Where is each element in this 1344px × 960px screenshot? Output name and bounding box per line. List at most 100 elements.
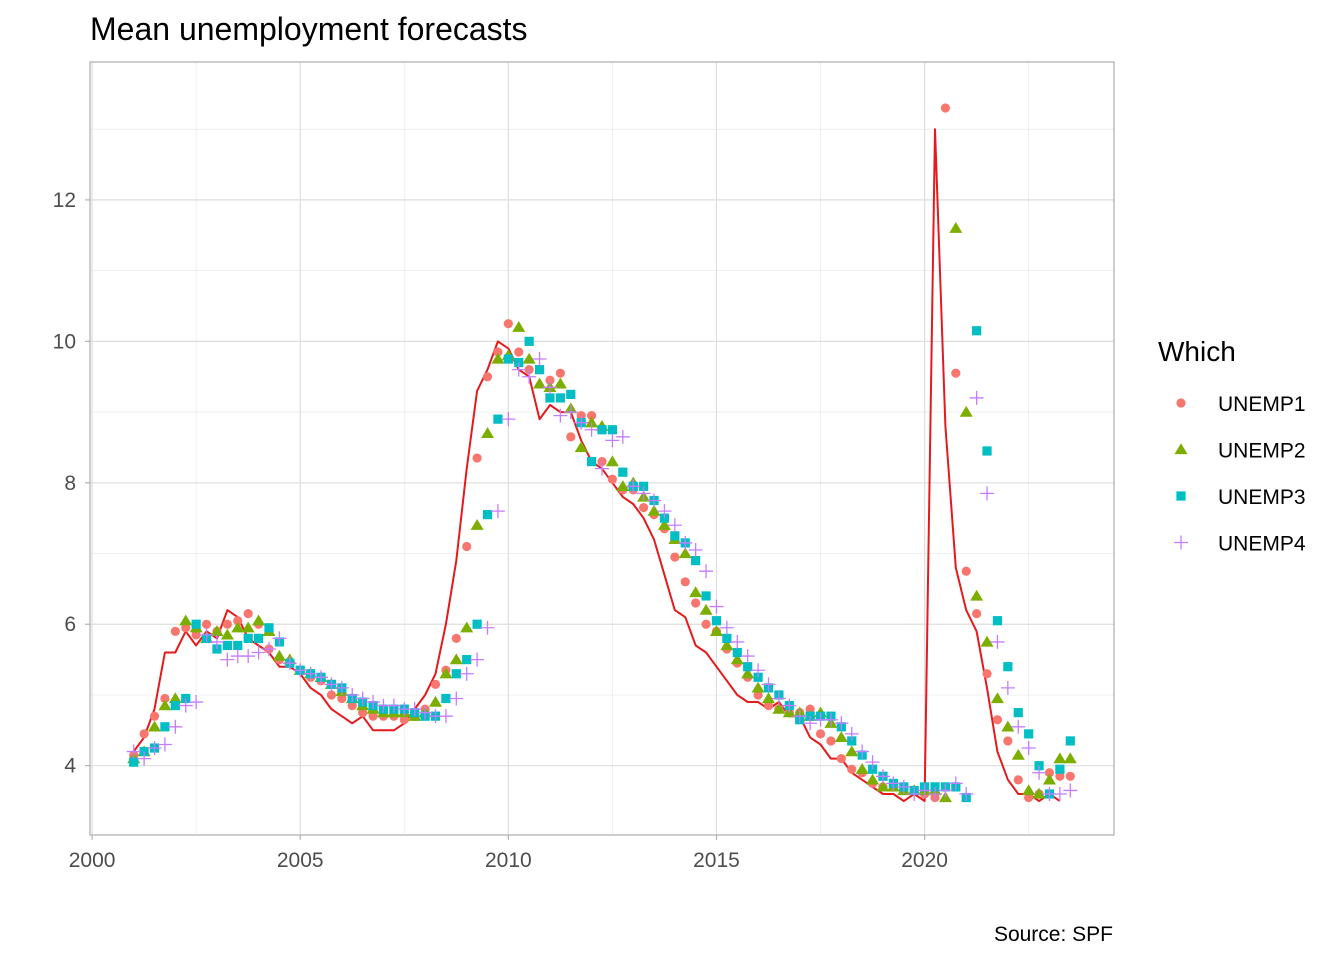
data-point-unemp2 (959, 405, 973, 417)
data-point-unemp3 (264, 623, 274, 633)
data-point-unemp1 (233, 616, 243, 626)
data-point-unemp4 (896, 779, 911, 794)
data-point-unemp4 (137, 751, 152, 766)
data-point-unemp1 (555, 368, 565, 378)
data-point-unemp4 (771, 691, 786, 706)
data-point-unemp4 (418, 705, 433, 720)
data-point-unemp3 (1065, 736, 1075, 746)
data-point-unemp1 (462, 541, 472, 552)
data-point-unemp1 (482, 372, 493, 382)
y-axis: 4 6 8 10 12 (53, 189, 90, 778)
legend-label: UNEMP2 (1218, 440, 1306, 463)
data-point-unemp3 (1003, 662, 1013, 672)
y-tick-label: 10 (53, 330, 76, 353)
data-point-unemp4 (667, 518, 682, 533)
data-point-unemp3 (212, 644, 222, 654)
legend-item-unemp2: UNEMP2 (1174, 440, 1306, 463)
data-point-unemp3 (222, 640, 232, 651)
data-point-unemp2 (761, 692, 776, 704)
data-point-unemp2 (855, 763, 869, 774)
data-point-unemp4 (522, 369, 537, 384)
data-point-unemp2 (866, 773, 880, 785)
data-point-unemp2 (699, 603, 713, 615)
data-point-unemp1 (1065, 771, 1075, 781)
data-point-unemp4 (303, 666, 318, 681)
data-point-unemp4 (657, 504, 672, 519)
data-point-unemp4 (480, 620, 495, 635)
data-point-unemp2 (990, 692, 1004, 704)
data-point-unemp4 (1063, 783, 1078, 798)
chart-caption: Source: SPF (994, 923, 1113, 946)
data-point-unemp1 (399, 715, 409, 725)
data-point-unemp4 (261, 641, 276, 656)
data-point-unemp4 (969, 390, 984, 405)
data-point-unemp3 (992, 616, 1003, 626)
data-point-unemp4 (844, 726, 859, 741)
data-point-unemp2 (574, 441, 588, 453)
data-point-unemp2 (689, 586, 703, 598)
data-point-unemp4 (157, 737, 172, 752)
data-point-unemp2 (730, 653, 744, 665)
data-point-unemp4 (626, 479, 641, 494)
data-point-unemp2 (949, 221, 963, 233)
data-point-unemp4 (501, 412, 516, 427)
data-point-unemp2 (439, 667, 453, 679)
data-point-unemp4 (511, 362, 526, 377)
data-point-unemp1 (1024, 792, 1034, 803)
data-point-unemp1 (472, 453, 482, 463)
data-point-unemp3 (701, 591, 711, 601)
data-point-unemp2 (1063, 752, 1077, 764)
data-point-unemp4 (636, 486, 651, 501)
x-tick-label: 2020 (901, 849, 948, 872)
data-point-unemp1 (566, 432, 576, 442)
data-point-unemp4 (449, 691, 464, 706)
data-point-unemp4 (782, 698, 797, 713)
data-point-unemp4 (834, 716, 849, 731)
data-point-unemp2 (148, 720, 162, 732)
data-point-unemp3 (482, 510, 493, 520)
chart-title: Mean unemployment forecasts (90, 11, 528, 47)
grid-minor (90, 62, 1114, 835)
data-point-unemp2 (605, 455, 619, 467)
data-point-unemp4 (907, 786, 922, 801)
data-point-unemp4 (699, 564, 714, 579)
data-point-unemp2 (158, 699, 172, 711)
data-point-unemp4 (355, 691, 370, 706)
data-point-unemp2 (428, 695, 443, 707)
data-point-unemp1 (326, 690, 337, 700)
data-point-unemp3 (639, 481, 649, 491)
data-point-unemp1 (139, 729, 149, 739)
data-point-unemp4 (282, 656, 297, 671)
data-point-unemp3 (160, 722, 170, 732)
data-point-unemp3 (191, 619, 201, 629)
data-point-unemp3 (972, 326, 982, 336)
data-point-unemp2 (241, 621, 255, 633)
data-point-unemp4 (928, 786, 943, 801)
data-point-unemp2 (168, 692, 182, 704)
data-point-unemp2 (970, 589, 984, 601)
forecast-points-layer (126, 103, 1078, 803)
data-point-unemp4 (470, 652, 485, 667)
data-point-unemp4 (324, 677, 339, 692)
data-point-unemp4 (251, 645, 266, 660)
panel-border (89, 61, 1115, 836)
data-point-unemp2 (449, 653, 463, 665)
data-point-unemp1 (222, 619, 232, 629)
data-point-unemp1 (337, 693, 347, 704)
data-point-unemp2 (272, 649, 286, 661)
legend-key-unemp2 (1174, 443, 1188, 455)
data-point-unemp3 (503, 354, 513, 364)
data-point-unemp4 (209, 634, 224, 649)
data-point-unemp3 (732, 647, 742, 658)
data-point-unemp4 (855, 744, 870, 759)
data-point-unemp4 (595, 461, 609, 476)
data-point-unemp4 (980, 486, 995, 501)
data-point-unemp4 (1021, 741, 1036, 756)
grid-major (90, 62, 1114, 835)
data-point-unemp3 (233, 640, 243, 651)
data-point-unemp1 (149, 711, 160, 721)
data-point-unemp4 (574, 415, 589, 430)
data-point-unemp3 (930, 782, 940, 792)
data-point-unemp4 (865, 755, 880, 770)
data-point-unemp1 (691, 598, 701, 608)
